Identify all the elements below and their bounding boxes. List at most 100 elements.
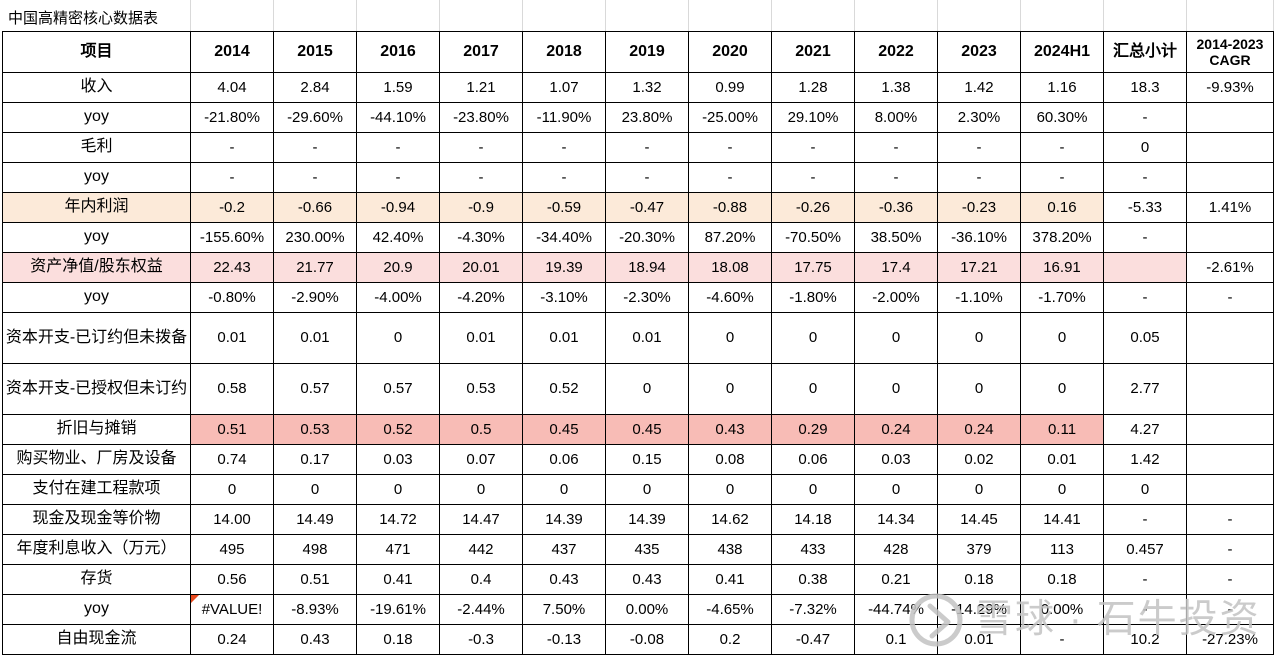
gridline xyxy=(356,0,357,31)
table-cell: 16.91 xyxy=(1020,252,1104,283)
table-cell xyxy=(1186,132,1274,163)
table-cell: 1.59 xyxy=(356,72,440,103)
table-cell: 0.41 xyxy=(688,564,772,595)
table-cell: 0.99 xyxy=(688,72,772,103)
table-cell: - xyxy=(1186,594,1274,625)
table-cell-error: #VALUE! xyxy=(190,594,274,625)
table-row: yoy #VALUE! -8.93% -19.61% -2.44% 7.50% 0.00% -… xyxy=(2,594,1274,625)
table-cell: - xyxy=(356,162,440,193)
table-cell: 428 xyxy=(854,534,938,565)
table-cell: 0 xyxy=(771,474,855,505)
table-cell: - xyxy=(1103,282,1187,313)
row-label: 存货 xyxy=(2,564,191,595)
table-cell: -20.30% xyxy=(605,222,689,253)
table-cell: 0.457 xyxy=(1103,534,1187,565)
table-cell: 0 xyxy=(771,312,855,364)
table-cell: -0.80% xyxy=(190,282,274,313)
gridline xyxy=(1273,0,1274,31)
table-row: yoy -0.80% -2.90% -4.00% -4.20% -3.10% -2.30% -… xyxy=(2,282,1274,313)
column-header: 2017 xyxy=(439,31,523,73)
table-cell: - xyxy=(1186,504,1274,535)
table-cell: -11.90% xyxy=(522,102,606,133)
table-cell: -2.61% xyxy=(1186,252,1274,283)
column-header: 2021 xyxy=(771,31,855,73)
table-cell: -14.29% xyxy=(937,594,1021,625)
table-cell: 1.41% xyxy=(1186,192,1274,223)
table-cell: 0.15 xyxy=(605,444,689,475)
table-cell: - xyxy=(439,132,523,163)
row-label: 资产净值/股东权益 xyxy=(2,252,191,283)
table-cell: -155.60% xyxy=(190,222,274,253)
table-cell: -21.80% xyxy=(190,102,274,133)
table-cell: 0.01 xyxy=(190,312,274,364)
row-label: 资本开支-已订约但未拨备 xyxy=(2,312,191,364)
table-row: 年内利润 -0.2 -0.66 -0.94 -0.9 -0.59 -0.47 -0.88 -0.… xyxy=(2,192,1274,223)
table-cell: 0.57 xyxy=(273,363,357,415)
table-cell: 18.94 xyxy=(605,252,689,283)
table-cell: 60.30% xyxy=(1020,102,1104,133)
table-cell: -1.80% xyxy=(771,282,855,313)
table-cell: 0.58 xyxy=(190,363,274,415)
table-cell: 8.00% xyxy=(854,102,938,133)
table-cell: - xyxy=(190,132,274,163)
table-cell: -0.66 xyxy=(273,192,357,223)
table-cell: -0.59 xyxy=(522,192,606,223)
table-cell: -34.40% xyxy=(522,222,606,253)
table-cell: 0 xyxy=(1103,474,1187,505)
table-cell: 0.01 xyxy=(273,312,357,364)
table-row: 资本开支-已订约但未拨备 0.01 0.01 0 0.01 0.01 0.01 0 0 0 0 0 0.… xyxy=(2,312,1274,364)
table-cell: -0.9 xyxy=(439,192,523,223)
table-cell: - xyxy=(1103,222,1187,253)
table-cell: 0 xyxy=(688,363,772,415)
table-cell: - xyxy=(605,132,689,163)
table-cell: - xyxy=(439,162,523,193)
table-cell: -9.93% xyxy=(1186,72,1274,103)
table-cell: 0 xyxy=(771,363,855,415)
row-label: 年内利润 xyxy=(2,192,191,223)
table-cell: -0.23 xyxy=(937,192,1021,223)
table-cell: -0.88 xyxy=(688,192,772,223)
table-cell: 1.16 xyxy=(1020,72,1104,103)
column-header: 汇总小计 xyxy=(1103,31,1187,73)
table-cell: 0.29 xyxy=(771,414,855,445)
table-cell: 0.24 xyxy=(854,414,938,445)
gridline xyxy=(190,0,191,31)
table-cell: 0.08 xyxy=(688,444,772,475)
gridline xyxy=(1186,0,1187,31)
gridline xyxy=(1103,0,1104,31)
table-cell: 0 xyxy=(273,474,357,505)
table-cell: - xyxy=(688,132,772,163)
table-cell: 471 xyxy=(356,534,440,565)
gridline xyxy=(688,0,689,31)
table-cell: 0 xyxy=(854,363,938,415)
row-label: 年度利息收入（万元） xyxy=(2,534,191,565)
table-row: 折旧与摊销 0.51 0.53 0.52 0.5 0.45 0.45 0.43 0.29 0.24… xyxy=(2,414,1274,445)
column-header: 2015 xyxy=(273,31,357,73)
table-cell: 2.77 xyxy=(1103,363,1187,415)
page-title: 中国高精密核心数据表 xyxy=(8,10,159,27)
column-header: 2020 xyxy=(688,31,772,73)
table-cell: -36.10% xyxy=(937,222,1021,253)
column-header: 2023 xyxy=(937,31,1021,73)
table-cell: 0.57 xyxy=(356,363,440,415)
table-row: 支付在建工程款项 0 0 0 0 0 0 0 0 0 0 0 0 xyxy=(2,474,1274,505)
table-cell: 14.47 xyxy=(439,504,523,535)
table-cell: -44.10% xyxy=(356,102,440,133)
table-cell: 0.21 xyxy=(854,564,938,595)
table-cell: 18.08 xyxy=(688,252,772,283)
table-cell: -0.26 xyxy=(771,192,855,223)
table-cell: - xyxy=(688,162,772,193)
table-cell: 230.00% xyxy=(273,222,357,253)
table-cell: 0.43 xyxy=(273,624,357,655)
table-cell: 113 xyxy=(1020,534,1104,565)
table-row: yoy -21.80% -29.60% -44.10% -23.80% -11.90% 23… xyxy=(2,102,1274,133)
row-label: yoy xyxy=(2,222,191,253)
table-cell: - xyxy=(190,162,274,193)
table-cell: -0.47 xyxy=(771,624,855,655)
table-cell: 14.62 xyxy=(688,504,772,535)
gridline xyxy=(522,0,523,31)
table-row: yoy -155.60% 230.00% 42.40% -4.30% -34.40% -20… xyxy=(2,222,1274,253)
table-cell: 0.01 xyxy=(1020,444,1104,475)
table-cell: -4.00% xyxy=(356,282,440,313)
gridline xyxy=(1020,0,1021,31)
